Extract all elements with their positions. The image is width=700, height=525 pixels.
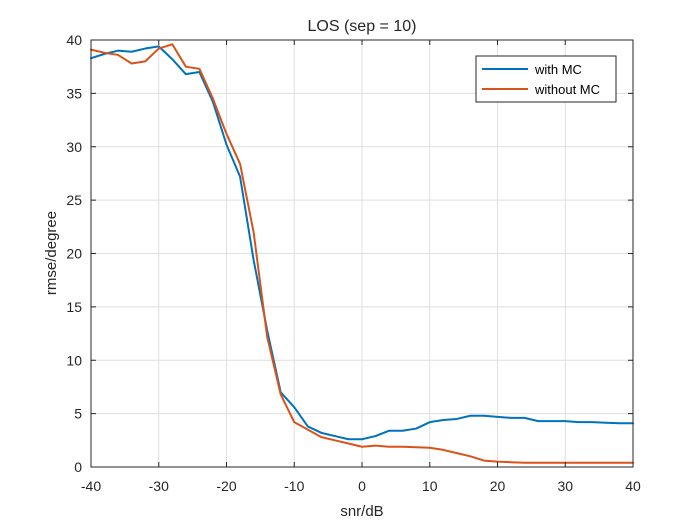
y-tick-label: 40 [66,32,82,48]
series-line-without-mc [90,43,634,464]
legend-box [475,55,617,103]
y-tick-label: 25 [66,192,82,208]
y-tick-label: 15 [66,299,82,315]
x-tick-label: -20 [216,478,236,494]
x-tick-label: 30 [557,478,573,494]
series-lines [90,43,634,464]
y-tick-label: 30 [66,139,82,155]
x-tick-label: -30 [149,478,169,494]
series-line-with-mc [90,45,634,441]
x-tick-label: -10 [284,478,304,494]
y-tick-label: 5 [74,406,82,422]
x-tick-label: 0 [358,478,366,494]
y-axis-title: rmse/degree [43,211,60,295]
y-tick-label: 35 [66,85,82,101]
axis-ticks: -40 -30 -20 -10 0 10 20 30 40 0 5 10 15 20 25 30 35 40 [66,32,641,494]
chart-title: LOS (sep = 10) [308,18,417,35]
y-tick-label: 10 [66,352,82,368]
legend: with MC without MC [475,55,617,103]
x-tick-label: 40 [625,478,641,494]
legend-label-without-mc: without MC [534,82,600,97]
x-tick-label: -40 [81,478,101,494]
x-tick-label: 20 [490,478,506,494]
y-tick-label: 0 [74,459,82,475]
legend-label-with-mc: with MC [534,62,582,77]
x-tick-label: 10 [422,478,438,494]
x-axis-title: snr/dB [340,503,383,520]
y-tick-label: 20 [66,246,82,262]
